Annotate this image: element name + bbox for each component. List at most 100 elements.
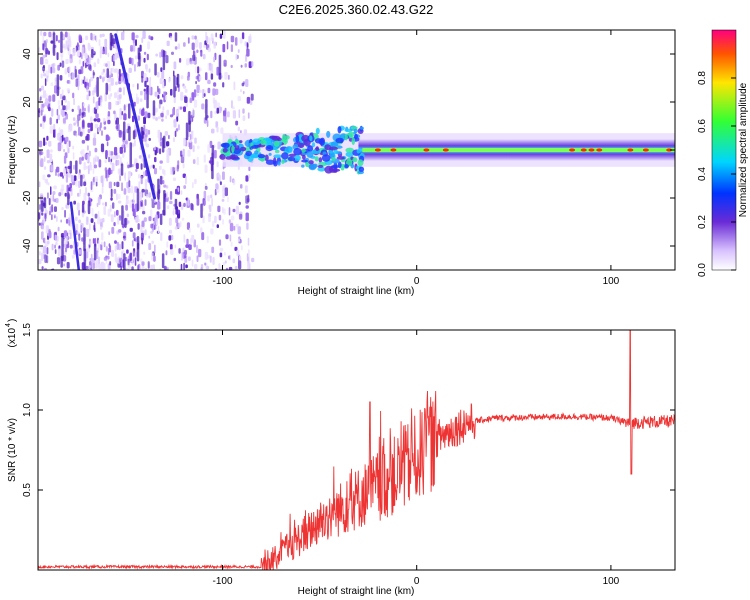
spectrogram-cell xyxy=(222,206,224,214)
spectrogram-blob xyxy=(314,156,319,162)
spectrogram-cell xyxy=(61,89,64,97)
spectrogram-cell xyxy=(143,116,146,125)
spectrogram-cell xyxy=(190,267,192,270)
spectrogram-cell xyxy=(92,238,95,244)
spectrogram-streak xyxy=(105,82,108,95)
spectrogram-cell xyxy=(169,191,173,200)
spectrogram-cell xyxy=(221,198,225,202)
spectrogram-cell xyxy=(223,110,226,117)
spectrogram-blob xyxy=(281,152,289,160)
spectrogram-cell xyxy=(73,164,76,170)
spectrogram-cell xyxy=(82,200,85,205)
spectrogram-cell xyxy=(164,95,167,101)
spectrogram-cell xyxy=(138,218,141,223)
spectrogram-blob xyxy=(318,157,323,163)
spectrogram-cell xyxy=(207,87,211,94)
spectrogram-cell xyxy=(245,54,248,62)
spectrogram-cell xyxy=(197,145,200,150)
spectrogram-cell xyxy=(94,155,98,163)
spectrogram-cell xyxy=(240,184,243,189)
spectrogram-cell xyxy=(231,106,235,110)
spectrogram-blob xyxy=(273,140,280,147)
spectrogram-cell xyxy=(228,207,231,216)
spectrogram-cell xyxy=(170,88,173,96)
spectrogram-cell xyxy=(53,123,56,130)
spectrogram-cell xyxy=(44,254,47,263)
spectrogram-cell xyxy=(137,115,140,121)
colorbar: 0.0 0.2 0.4 0.6 0.8 Normalized spectral ampl… xyxy=(697,29,749,277)
spectrogram-cell xyxy=(192,182,194,189)
spectrogram-cell xyxy=(126,213,129,218)
spectrogram-cell xyxy=(45,39,48,43)
spectrogram-cell xyxy=(131,203,135,212)
spectrogram-cell xyxy=(176,116,179,122)
spectrogram-cell xyxy=(48,107,51,112)
spectrogram-cell xyxy=(81,203,85,213)
spectrogram-cell xyxy=(88,150,91,157)
spectrogram-cell xyxy=(99,75,102,79)
spectrogram-cell xyxy=(140,202,143,207)
spectrogram-cell xyxy=(156,72,160,78)
spectrogram-cell xyxy=(146,193,148,198)
spectrogram-streak xyxy=(123,121,126,141)
spectrogram-streak xyxy=(128,126,131,142)
spectrogram-blob xyxy=(357,159,364,167)
spectrogram-cell xyxy=(153,255,156,262)
spectrogram-cell xyxy=(225,234,229,240)
spectrogram-cell xyxy=(161,70,165,80)
spectrogram-cell xyxy=(116,30,119,34)
spectrogram-cell xyxy=(183,202,186,207)
spectrogram-cell xyxy=(114,146,118,156)
spectrogram-cell xyxy=(103,126,107,130)
spectrogram-cell xyxy=(101,241,103,246)
spectrogram-cell xyxy=(177,43,181,50)
spectrogram-cell xyxy=(176,270,178,275)
spectrogram-streak xyxy=(159,175,163,185)
spectrogram-cell xyxy=(38,110,41,118)
spectrogram-cell xyxy=(141,188,145,193)
spectrogram-cell xyxy=(144,91,146,101)
spectrogram-cell xyxy=(235,120,239,126)
spectrogram-cell xyxy=(93,87,97,93)
spectrogram-cell xyxy=(183,185,187,189)
spectrogram-cell xyxy=(133,199,136,204)
spectrogram-cell xyxy=(84,153,88,160)
spectrogram-cell xyxy=(199,42,202,49)
spectrogram-streak xyxy=(41,200,44,213)
spectrogram-cell xyxy=(198,248,202,258)
spectrogram-cell xyxy=(156,147,159,154)
spectrogram-cell xyxy=(189,61,193,65)
spectrogram-hotspot xyxy=(390,148,397,152)
spectrogram-cell xyxy=(44,58,49,65)
spectrogram-cell xyxy=(54,249,57,254)
spectrogram-cell xyxy=(185,264,188,269)
spectrogram-cell xyxy=(180,75,184,80)
spectrogram-cell xyxy=(157,129,161,139)
spectrogram-cell xyxy=(42,42,45,51)
spectrogram-cell xyxy=(194,178,197,185)
spectrogram-cell xyxy=(240,89,243,93)
spectrogram-cell xyxy=(193,99,198,108)
spectrogram-cell xyxy=(219,175,222,184)
spectrogram-cell xyxy=(138,155,142,159)
spectrogram-cell xyxy=(47,182,50,186)
spectrogram-cell xyxy=(57,173,60,177)
spectrogram-cell xyxy=(120,265,122,270)
spectrogram-streak xyxy=(162,50,166,71)
spectrogram-cell xyxy=(215,183,219,190)
spectrogram-cell xyxy=(118,68,121,75)
spectrogram-cell xyxy=(202,215,205,224)
spectrogram-cell xyxy=(64,209,66,218)
spectrogram-cell xyxy=(227,196,229,203)
spectrogram-cell xyxy=(55,35,58,42)
spectrogram-cell xyxy=(40,56,44,65)
spectrogram-cell xyxy=(149,165,152,170)
spectrogram-cell xyxy=(128,180,131,188)
spectrogram-cell xyxy=(213,56,216,63)
colorbar-tick-label: 0.4 xyxy=(697,167,708,181)
spectrogram-cell xyxy=(165,115,167,120)
spectrogram-streak xyxy=(87,200,91,215)
spectrogram-cell xyxy=(132,192,135,201)
spectrogram-cell xyxy=(154,146,157,151)
spectrogram-cell xyxy=(55,198,59,203)
